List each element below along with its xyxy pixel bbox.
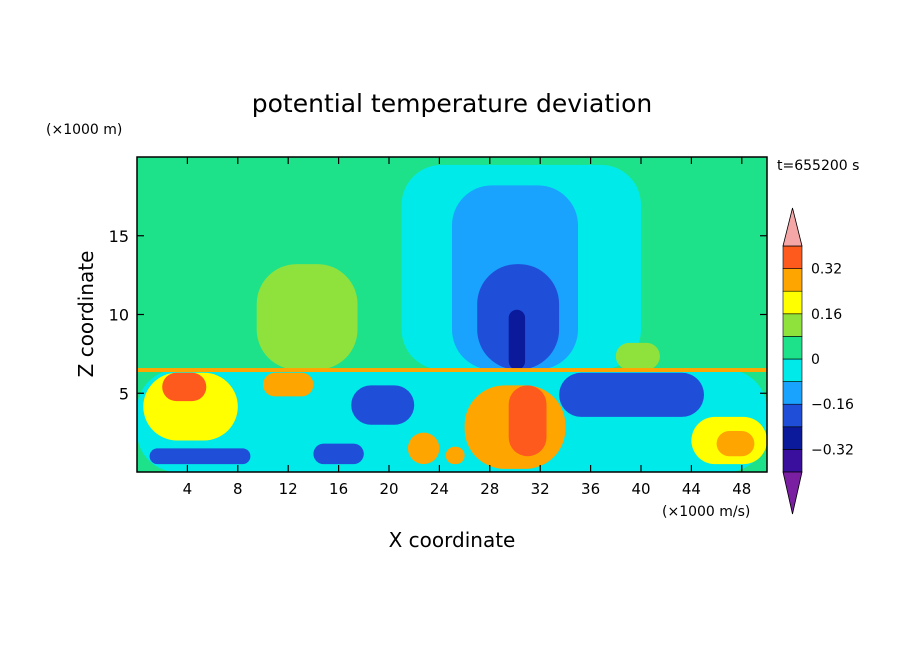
- colorbar-cell-8: [782, 268, 803, 292]
- y-unit-label: (×1000 m): [46, 122, 122, 138]
- colorbar-bottom-arrow: [782, 471, 803, 515]
- y-tick-label-1: 10: [109, 306, 129, 325]
- contour-region-15: [407, 432, 440, 465]
- colorbar-cell-1: [782, 426, 803, 450]
- colorbar-cell-7: [782, 290, 803, 315]
- x-tick-label-1: 8: [233, 480, 243, 498]
- colorbar-cell-6: [782, 313, 803, 337]
- y-axis: 5 10 15: [109, 227, 767, 403]
- colorbar-label-4: −0.32: [811, 442, 854, 458]
- colorbar-cell-4: [782, 358, 803, 382]
- colorbar-cell-0: [782, 449, 803, 473]
- colorbar-label-2: 0: [811, 352, 820, 368]
- contour-region-9: [162, 372, 207, 402]
- contour-region-14: [508, 385, 547, 457]
- colorbar-top-arrow: [782, 207, 803, 247]
- contour-region-16: [445, 446, 465, 465]
- chart-title: potential temperature deviation: [252, 89, 652, 118]
- contour-field: [137, 157, 767, 472]
- x-tick-label-4: 20: [379, 480, 398, 498]
- x-tick-label-7: 32: [531, 480, 550, 498]
- x-axis: 4 8 12 16 20 24 28 32 36 40 44 48: [183, 157, 751, 498]
- colorbar-label-3: −0.16: [811, 397, 854, 413]
- contour-region-4: [508, 309, 526, 370]
- x-tick-label-3: 16: [329, 480, 348, 498]
- contour-region-19: [559, 372, 704, 417]
- colorbar-label-1: 0.16: [811, 307, 842, 323]
- contour-region-12: [313, 443, 364, 465]
- contour-region-20: [351, 385, 415, 425]
- contour-region-10: [263, 372, 314, 397]
- colorbar-cell-9: [782, 245, 803, 269]
- colorbar-cell-2: [782, 403, 803, 428]
- x-tick-label-2: 12: [279, 480, 298, 498]
- time-label: t=655200 s: [777, 158, 859, 174]
- y-tick-label-2: 15: [109, 227, 129, 246]
- x-tick-label-10: 44: [682, 480, 701, 498]
- contour-region-21: [137, 368, 767, 372]
- x-tick-label-6: 28: [480, 480, 499, 498]
- x-axis-label: X coordinate: [389, 528, 516, 552]
- colorbar-cell-3: [782, 381, 803, 405]
- colorbar-label-0: 0.32: [811, 262, 842, 278]
- contour-region-11: [149, 448, 251, 465]
- x-tick-label-8: 36: [581, 480, 600, 498]
- x-tick-label-0: 4: [183, 480, 193, 498]
- x-tick-label-9: 40: [631, 480, 650, 498]
- colorbar-cell-5: [782, 336, 803, 360]
- colorbar: 0.32 0.16 0 −0.16 −0.32: [782, 207, 854, 515]
- contour-region-18: [716, 431, 755, 457]
- y-axis-label: Z coordinate: [74, 251, 98, 378]
- x-tick-label-5: 24: [430, 480, 449, 498]
- y-tick-label-0: 5: [119, 384, 129, 403]
- x-tick-label-11: 48: [732, 480, 751, 498]
- contour-region-6: [615, 342, 660, 370]
- x-unit-label: (×1000 m/s): [662, 504, 750, 520]
- contour-region-5: [256, 264, 358, 370]
